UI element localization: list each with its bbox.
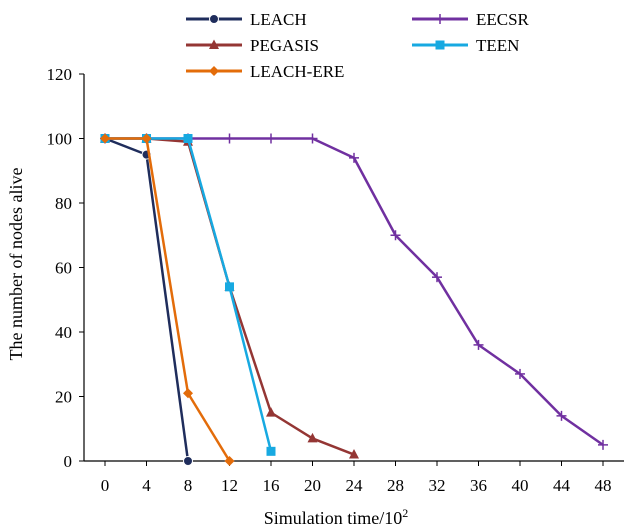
y-tick-label: 80 bbox=[55, 194, 72, 213]
series-line bbox=[104, 137, 190, 462]
x-tick-label: 16 bbox=[263, 476, 280, 495]
y-tick-label: 60 bbox=[55, 259, 72, 278]
data-point bbox=[349, 449, 359, 459]
data-point bbox=[224, 133, 235, 144]
data-point bbox=[390, 230, 401, 241]
legend-label: LEACH bbox=[250, 10, 307, 29]
legend-marker bbox=[209, 14, 219, 24]
x-tick-label: 36 bbox=[470, 476, 487, 495]
x-tick-label: 4 bbox=[142, 476, 151, 495]
data-point bbox=[266, 133, 276, 144]
series-leach-ere bbox=[100, 133, 235, 466]
data-point bbox=[141, 133, 152, 144]
legend-marker bbox=[209, 66, 219, 76]
y-tick-label: 100 bbox=[47, 130, 73, 149]
data-point bbox=[515, 368, 525, 379]
data-point bbox=[224, 456, 235, 466]
legend: LEACH EECSR PEGASIS TEEN LEACH-ERE bbox=[186, 10, 530, 81]
x-axis-title: Simulation time/102 bbox=[264, 506, 409, 528]
series-line bbox=[105, 137, 231, 462]
series-eecsr bbox=[100, 133, 608, 450]
data-point bbox=[183, 134, 193, 143]
x-axis-title-superscript: 2 bbox=[402, 506, 408, 520]
x-tick-label: 12 bbox=[221, 476, 238, 495]
data-point bbox=[556, 410, 567, 421]
data-point bbox=[183, 388, 193, 399]
series-line bbox=[105, 137, 355, 456]
legend-item-leach: LEACH bbox=[186, 10, 307, 29]
y-tick-label: 0 bbox=[64, 452, 73, 471]
x-tick-label: 32 bbox=[429, 476, 446, 495]
x-tick-label: 8 bbox=[184, 476, 193, 495]
data-point bbox=[473, 339, 484, 350]
data-point bbox=[266, 446, 276, 456]
legend-label: LEACH-ERE bbox=[250, 62, 344, 81]
data-point bbox=[225, 282, 234, 292]
x-tick-label: 24 bbox=[346, 476, 364, 495]
data-point bbox=[266, 407, 276, 417]
data-point bbox=[183, 456, 193, 466]
x-tick-label: 0 bbox=[101, 476, 110, 495]
series-pegasis bbox=[100, 133, 359, 459]
x-tick-label: 40 bbox=[512, 476, 529, 495]
data-point bbox=[598, 439, 608, 450]
legend-marker bbox=[435, 14, 445, 24]
series-teen bbox=[100, 134, 276, 456]
x-tick-label: 28 bbox=[387, 476, 404, 495]
data-point bbox=[100, 133, 110, 144]
y-tick-label: 40 bbox=[55, 323, 72, 342]
legend-label: PEGASIS bbox=[250, 36, 319, 55]
data-point bbox=[307, 432, 318, 443]
y-tick-label: 120 bbox=[47, 65, 73, 84]
legend-marker bbox=[435, 40, 445, 50]
data-point bbox=[432, 272, 442, 283]
data-point bbox=[307, 133, 318, 144]
legend-item-leach-ere: LEACH-ERE bbox=[186, 62, 344, 81]
x-tick-label: 20 bbox=[304, 476, 321, 495]
x-tick-label: 44 bbox=[553, 476, 571, 495]
legend-label: TEEN bbox=[476, 36, 519, 55]
y-tick-label: 20 bbox=[55, 388, 72, 407]
series-line bbox=[105, 137, 273, 452]
legend-item-eecsr: EECSR bbox=[412, 10, 530, 29]
legend-label: EECSR bbox=[476, 10, 530, 29]
legend-item-pegasis: PEGASIS bbox=[186, 36, 319, 55]
series-leach bbox=[100, 133, 193, 466]
y-axis-title: The number of nodes alive bbox=[6, 168, 26, 361]
data-point bbox=[349, 152, 359, 163]
x-axis-title-main: Simulation time/10 bbox=[264, 508, 403, 528]
x-tick-label: 48 bbox=[595, 476, 612, 495]
legend-marker bbox=[209, 39, 219, 49]
series-layer bbox=[100, 133, 608, 466]
legend-item-teen: TEEN bbox=[412, 36, 519, 55]
